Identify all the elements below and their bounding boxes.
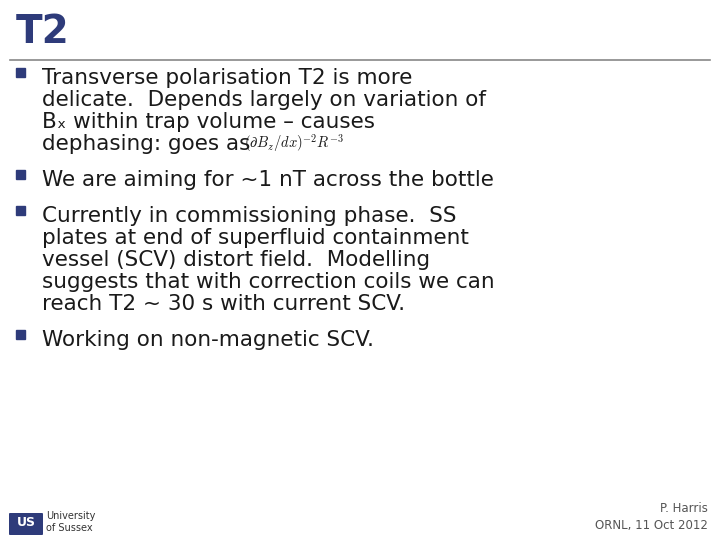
Bar	[16, 68, 25, 77]
FancyBboxPatch shape	[9, 513, 43, 535]
Text: dephasing: goes as: dephasing: goes as	[42, 134, 257, 154]
Bar	[16, 206, 25, 215]
Text: Currently in commissioning phase.  SS: Currently in commissioning phase. SS	[42, 206, 456, 226]
Bar	[16, 170, 25, 179]
Text: T2: T2	[16, 13, 70, 51]
Text: We are aiming for ~1 nT across the bottle: We are aiming for ~1 nT across the bottl…	[42, 170, 494, 190]
Bar	[16, 330, 25, 339]
Text: suggests that with correction coils we can: suggests that with correction coils we c…	[42, 272, 495, 292]
Text: $(\partial B_z/dx)^{-2}R^{-3}$: $(\partial B_z/dx)^{-2}R^{-3}$	[244, 132, 344, 154]
Text: Transverse polarisation T2 is more: Transverse polarisation T2 is more	[42, 68, 413, 88]
Text: vessel (SCV) distort field.  Modelling: vessel (SCV) distort field. Modelling	[42, 250, 430, 270]
Text: University
of Sussex: University of Sussex	[46, 511, 95, 533]
Text: delicate.  Depends largely on variation of: delicate. Depends largely on variation o…	[42, 90, 486, 110]
Text: US: US	[17, 516, 35, 530]
Text: Bₓ within trap volume – causes: Bₓ within trap volume – causes	[42, 112, 375, 132]
Text: Working on non-magnetic SCV.: Working on non-magnetic SCV.	[42, 330, 374, 350]
Text: plates at end of superfluid containment: plates at end of superfluid containment	[42, 228, 469, 248]
Text: P. Harris
ORNL, 11 Oct 2012: P. Harris ORNL, 11 Oct 2012	[595, 502, 708, 532]
Text: reach T2 ~ 30 s with current SCV.: reach T2 ~ 30 s with current SCV.	[42, 294, 405, 314]
